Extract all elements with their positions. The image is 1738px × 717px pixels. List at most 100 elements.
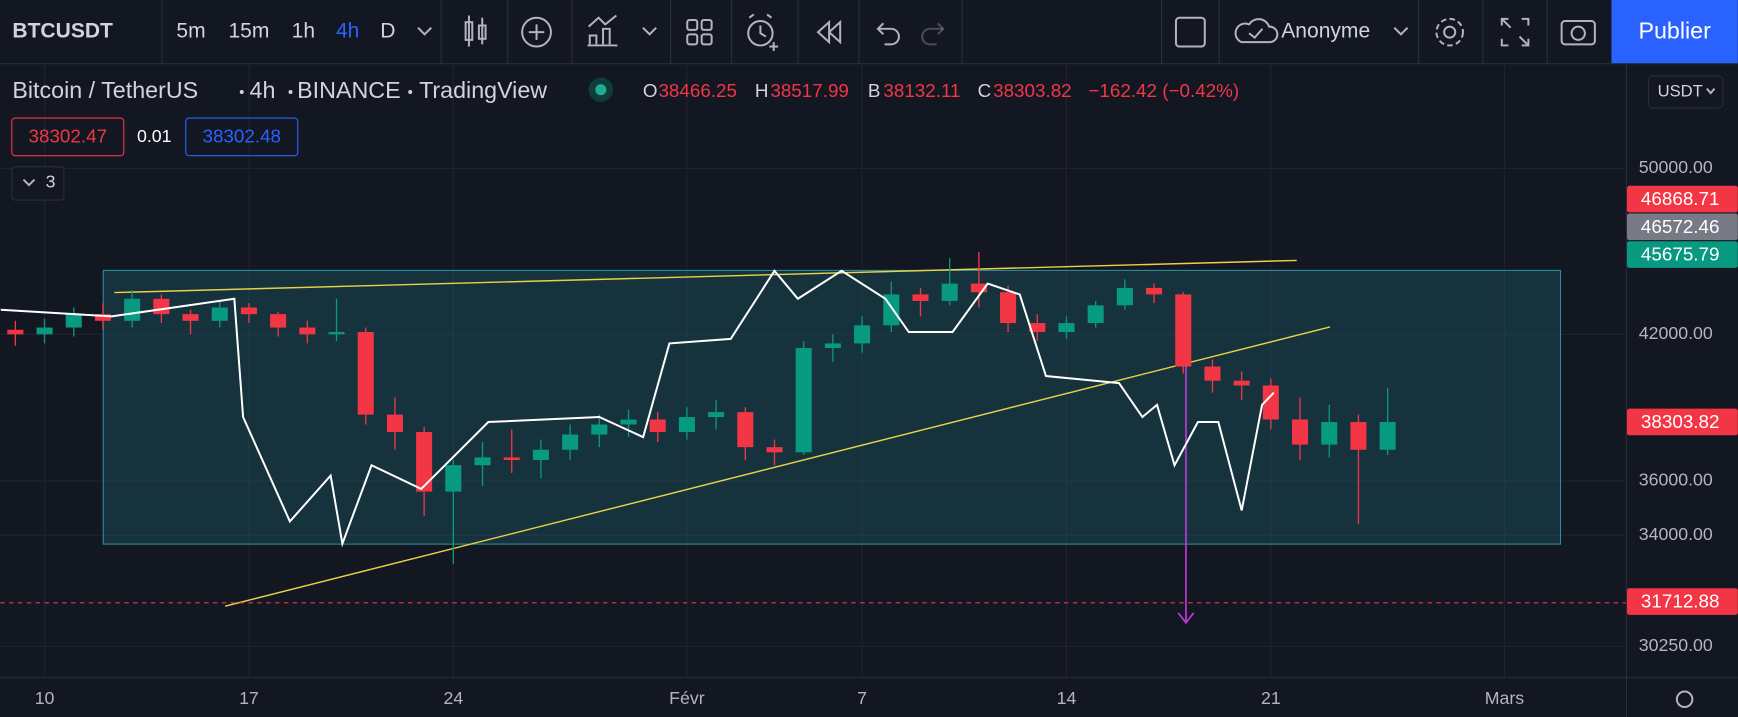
- candle-body: [824, 343, 841, 348]
- price-badge-label: 45675.79: [1641, 244, 1720, 265]
- ohlc: O 38466.25 H 38517.99 B 38132.11 C 38303.82: [643, 80, 1072, 101]
- candle-body: [970, 283, 987, 293]
- candle-body: [1233, 380, 1250, 386]
- alert-icon[interactable]: [747, 13, 779, 51]
- interval[interactable]: D: [380, 20, 395, 43]
- interval[interactable]: 4h: [336, 20, 359, 43]
- candle-body: [1000, 292, 1017, 324]
- fullscreen-icon[interactable]: [1500, 17, 1530, 47]
- account-dropdown[interactable]: [1393, 26, 1409, 36]
- intervals: 5m 15m 1h 4h D: [176, 20, 395, 43]
- price-badge: [1627, 408, 1738, 436]
- ohlc-label: C: [978, 80, 992, 101]
- indicators-count[interactable]: 3: [46, 172, 56, 192]
- candle-body: [94, 314, 111, 321]
- candle-body: [36, 327, 53, 335]
- x-tick-label: 21: [1261, 688, 1281, 708]
- ohlc-value: 38466.25: [658, 80, 737, 101]
- buy-button[interactable]: [185, 117, 299, 157]
- ohlc-value: 38517.99: [770, 80, 849, 101]
- candle-body: [1146, 287, 1163, 295]
- publish-label[interactable]: Publier: [1638, 17, 1711, 43]
- candle-body: [737, 412, 754, 448]
- templates-icon[interactable]: [587, 14, 618, 47]
- undo-icon[interactable]: [876, 22, 900, 46]
- time-axis[interactable]: [0, 678, 1626, 717]
- change: −162.42 (−0.42%): [1088, 80, 1239, 101]
- currency-select[interactable]: [1648, 75, 1724, 109]
- dot: [239, 89, 244, 94]
- candle-body: [1379, 422, 1396, 450]
- cloud-icon[interactable]: [1234, 18, 1279, 44]
- legend-source: TradingView: [419, 77, 547, 103]
- candle-body: [65, 314, 82, 328]
- x-tick-label: 17: [239, 688, 259, 708]
- settings-icon[interactable]: [1675, 690, 1694, 709]
- candle-body: [1029, 323, 1046, 333]
- ohlc-value: 38132.11: [883, 80, 960, 101]
- candle-body: [386, 414, 403, 433]
- x-tick-label: Mars: [1485, 688, 1525, 708]
- candle-body: [1087, 305, 1104, 324]
- currency[interactable]: USDT: [1658, 81, 1703, 100]
- publish-button[interactable]: [1611, 0, 1738, 64]
- indicators-icon[interactable]: [521, 16, 552, 48]
- settings-icon[interactable]: [1435, 17, 1464, 47]
- price-badge: [1627, 185, 1738, 213]
- candle-body: [445, 465, 462, 492]
- candle-body: [678, 417, 695, 433]
- indicators-toggle[interactable]: [11, 166, 65, 201]
- redo-icon: [921, 22, 945, 46]
- x-tick-label: 10: [35, 688, 55, 708]
- candle-body: [124, 298, 141, 321]
- range-zone[interactable]: [102, 269, 1562, 545]
- candle-body: [1204, 366, 1221, 381]
- price-badge-label: 38303.82: [1641, 411, 1720, 432]
- candle-body: [1175, 294, 1192, 367]
- layout-icon[interactable]: [686, 18, 713, 46]
- x-tick-label: 14: [1057, 688, 1077, 708]
- candle-body: [240, 307, 257, 315]
- candle-body: [854, 325, 871, 344]
- ohlc-value: 38303.82: [993, 80, 1072, 101]
- price-badge: [1627, 588, 1738, 615]
- templates-dropdown[interactable]: [642, 26, 657, 36]
- account-name[interactable]: Anonyme: [1281, 20, 1370, 43]
- axis-labels: 30250.00 34000.00 36000.00 42000.00 50000.00…: [35, 157, 1738, 708]
- bid[interactable]: 38302.47: [29, 125, 108, 146]
- price-badge-label: 31712.88: [1641, 591, 1720, 612]
- sell-button[interactable]: [11, 117, 125, 157]
- candle-body: [1116, 287, 1133, 306]
- interval[interactable]: 15m: [228, 20, 269, 43]
- candle-body: [270, 314, 287, 328]
- support-trendline[interactable]: [224, 326, 1331, 607]
- candle-body: [532, 449, 549, 461]
- x-tick-label: 24: [443, 688, 463, 708]
- spread: 0.01: [137, 126, 172, 146]
- ask[interactable]: 38302.48: [202, 125, 281, 146]
- interval[interactable]: 5m: [176, 20, 205, 43]
- candle-body: [1262, 385, 1279, 420]
- snapshot-icon[interactable]: [1560, 20, 1596, 46]
- candle-body: [474, 457, 491, 466]
- cloud-check: [1248, 28, 1264, 40]
- ohlc-label: H: [755, 80, 769, 101]
- interval[interactable]: 1h: [292, 20, 315, 43]
- candle-body: [1321, 422, 1338, 445]
- replay-icon[interactable]: [816, 19, 842, 45]
- interval-dropdown[interactable]: [417, 26, 432, 36]
- resistance-trendline[interactable]: [114, 259, 1297, 294]
- legend-symbol: Bitcoin / TetherUS: [12, 77, 198, 103]
- price-badge-label: 46868.71: [1641, 188, 1720, 209]
- chart-type-icon[interactable]: [464, 15, 487, 47]
- candle-body: [766, 447, 783, 453]
- candle-body: [591, 424, 608, 435]
- candle-body: [795, 347, 812, 453]
- price-badge: [1627, 213, 1738, 241]
- candle-body: [357, 332, 374, 415]
- y-tick-label: 34000.00: [1639, 524, 1713, 544]
- price-badge-label: 46572.46: [1641, 216, 1720, 237]
- fullscreen-box-icon[interactable]: [1174, 16, 1206, 48]
- symbol[interactable]: BTCUSDT: [12, 20, 113, 43]
